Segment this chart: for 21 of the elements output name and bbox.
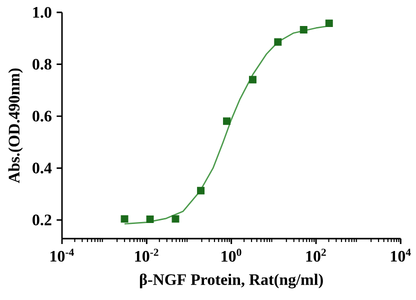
y-tick-label: 1.0 — [33, 6, 52, 18]
y-axis-title: Abs.(OD.490nm) — [8, 68, 23, 184]
x-tick-label: 10$^{-2}$ — [135, 248, 158, 262]
x-tick-label: 10$^{4}$ — [390, 248, 411, 262]
point — [223, 117, 231, 125]
y-tick-label: 0.6 — [32, 110, 52, 122]
x-tick-label: 10$^{2}$ — [306, 248, 326, 262]
point — [274, 38, 282, 46]
point — [197, 186, 205, 194]
y-tick-label: 0.8 — [32, 58, 52, 70]
point — [325, 20, 333, 28]
y-tick-label: 0.2 — [32, 214, 52, 226]
x-tick-label: 10$^{0}$ — [222, 248, 242, 262]
point — [300, 26, 308, 34]
point — [120, 215, 128, 223]
point — [248, 76, 256, 84]
x-tick-label: 10$^{-4}$ — [50, 248, 74, 262]
x-axis-title: β-NGF Protein, Rat(ng/ml) — [140, 274, 323, 288]
point — [146, 215, 154, 223]
point — [172, 215, 180, 223]
y-tick-label: 0.4 — [32, 162, 52, 174]
